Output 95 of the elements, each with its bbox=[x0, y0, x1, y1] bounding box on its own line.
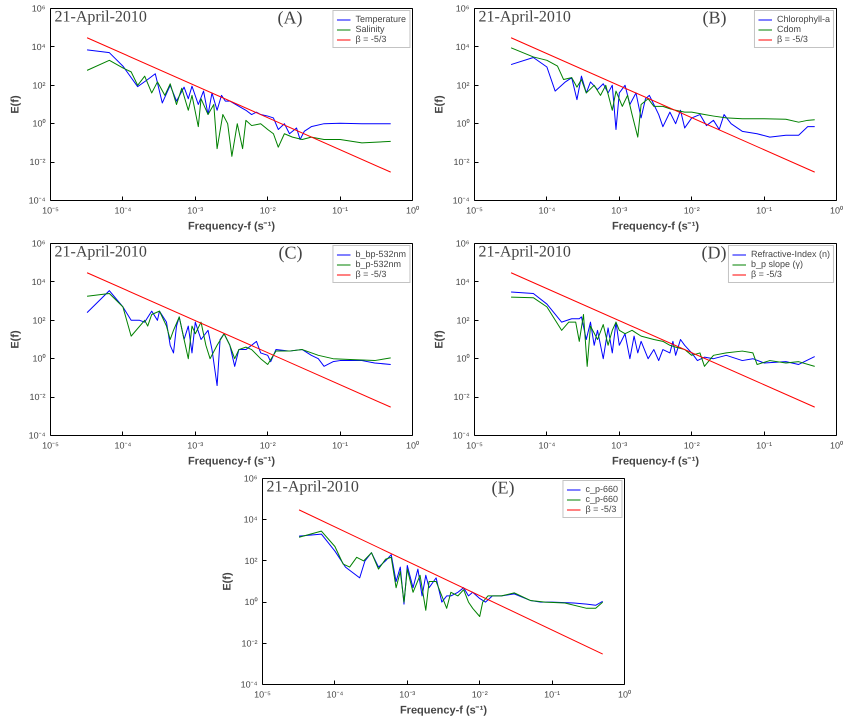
y-tick-label: 10⁻⁴ bbox=[452, 196, 470, 206]
annotation: 21-April-2010 bbox=[54, 244, 147, 260]
x-tick-label: 10⁻⁴ bbox=[114, 440, 132, 450]
legend-label: Refractive-Index (n) bbox=[750, 249, 830, 259]
y-tick-label: 10² bbox=[32, 80, 46, 90]
x-tick-label: 10⁻³ bbox=[187, 206, 204, 216]
y-tick-label: 10⁶ bbox=[456, 238, 470, 248]
legend-label: c_p-660 bbox=[585, 494, 618, 504]
x-tick-label: 10⁻¹ bbox=[756, 440, 772, 450]
legend-label: Cdom bbox=[776, 24, 801, 34]
y-tick-label: 10⁴ bbox=[456, 42, 470, 52]
y-tick-label: 10⁴ bbox=[244, 514, 258, 525]
legend-label: b_p slope (γ) bbox=[750, 259, 803, 269]
x-tick-label: 10⁻⁴ bbox=[538, 440, 556, 450]
y-tick-label: 10⁶ bbox=[32, 4, 46, 14]
x-tick-label: 10⁻³ bbox=[187, 440, 204, 450]
x-tick-label: 10⁻³ bbox=[611, 440, 628, 450]
x-tick-label: 10⁻⁵ bbox=[42, 206, 60, 216]
y-tick-label: 10⁻⁴ bbox=[28, 430, 46, 440]
annotation: 21-April-2010 bbox=[478, 8, 571, 26]
x-tick-label: 10⁻¹ bbox=[544, 690, 560, 700]
x-tick-label: 10⁻² bbox=[260, 206, 276, 216]
y-tick-label: 10⁴ bbox=[32, 276, 46, 287]
y-tick-label: 10⁻⁴ bbox=[452, 430, 470, 440]
y-tick-label: 10⁴ bbox=[456, 276, 470, 287]
y-tick-label: 10⁰ bbox=[456, 354, 470, 364]
y-tick-label: 10⁻² bbox=[29, 157, 46, 168]
y-tick-label: 10⁶ bbox=[32, 238, 46, 248]
x-tick-label: 10⁻⁴ bbox=[538, 206, 556, 216]
y-tick-label: 10⁰ bbox=[244, 597, 258, 608]
x-tick-label: 10⁻¹ bbox=[332, 440, 348, 450]
legend-label: Temperature bbox=[355, 14, 406, 24]
y-tick-label: 10² bbox=[456, 80, 470, 90]
x-tick-label: 10⁻⁵ bbox=[42, 440, 60, 450]
x-tick-label: 10⁻⁵ bbox=[254, 690, 272, 700]
y-tick-label: 10⁻⁴ bbox=[240, 680, 258, 690]
y-tick-label: 10⁰ bbox=[32, 354, 46, 364]
x-tick-label: 10⁻⁴ bbox=[326, 690, 344, 700]
x-tick-label: 10⁰ bbox=[830, 206, 844, 216]
legend-label: b_p-532nm bbox=[355, 259, 401, 269]
x-tick-label: 10⁻³ bbox=[399, 690, 416, 700]
y-tick-label: 10² bbox=[32, 315, 46, 326]
x-tick-label: 10⁻⁵ bbox=[466, 206, 484, 216]
y-tick-label: 10² bbox=[456, 315, 470, 326]
y-tick-label: 10⁰ bbox=[32, 118, 46, 129]
annotation: 21-April-2010 bbox=[478, 244, 571, 260]
y-axis-title: E(f) bbox=[434, 95, 446, 114]
x-axis-title: Frequency-f (s⁻¹) bbox=[612, 220, 700, 232]
y-tick-label: 10⁶ bbox=[244, 474, 258, 484]
legend-label: β = -5/3 bbox=[355, 34, 386, 44]
y-tick-label: 10⁶ bbox=[456, 4, 470, 14]
x-tick-label: 10⁻² bbox=[684, 440, 700, 450]
annotation: 21-April-2010 bbox=[54, 8, 147, 26]
legend-label: β = -5/3 bbox=[585, 504, 616, 514]
y-tick-label: 10² bbox=[244, 556, 258, 566]
legend-label: b_bp-532nm bbox=[355, 249, 406, 259]
x-axis-title: Frequency-f (s⁻¹) bbox=[188, 456, 276, 468]
legend-label: β = -5/3 bbox=[750, 269, 782, 279]
y-tick-label: 10⁰ bbox=[456, 118, 470, 129]
x-tick-label: 10⁻² bbox=[472, 690, 488, 700]
legend-label: β = -5/3 bbox=[776, 34, 808, 44]
legend-label: β = -5/3 bbox=[355, 269, 386, 279]
x-tick-label: 10⁻² bbox=[684, 206, 700, 216]
y-tick-label: 10⁴ bbox=[32, 42, 46, 52]
legend-label: Salinity bbox=[355, 24, 384, 34]
y-tick-label: 10⁻² bbox=[29, 392, 46, 402]
y-axis-title: E(f) bbox=[222, 572, 234, 591]
x-tick-label: 10⁰ bbox=[618, 690, 632, 700]
x-tick-label: 10⁻² bbox=[260, 440, 276, 450]
annotation: (D) bbox=[702, 242, 727, 262]
x-tick-label: 10⁻³ bbox=[611, 206, 628, 216]
y-axis-title: E(f) bbox=[10, 330, 22, 349]
annotation: 21-April-2010 bbox=[266, 478, 359, 496]
legend-label: Chlorophyll-a bbox=[776, 14, 830, 24]
y-tick-label: 10⁻² bbox=[241, 638, 258, 648]
y-tick-label: 10⁻² bbox=[453, 157, 470, 168]
x-tick-label: 10⁻⁵ bbox=[466, 440, 484, 450]
legend-label: c_p-660 bbox=[585, 484, 618, 494]
annotation: (E) bbox=[492, 478, 515, 498]
y-axis-title: E(f) bbox=[10, 95, 22, 114]
x-tick-label: 10⁰ bbox=[830, 440, 844, 450]
x-tick-label: 10⁻⁴ bbox=[114, 206, 132, 216]
y-axis-title: E(f) bbox=[434, 330, 446, 349]
annotation: (A) bbox=[278, 8, 303, 28]
x-tick-label: 10⁻¹ bbox=[332, 206, 348, 216]
annotation: (B) bbox=[702, 8, 727, 28]
y-tick-label: 10⁻⁴ bbox=[28, 196, 46, 206]
annotation: (C) bbox=[278, 242, 303, 262]
y-tick-label: 10⁻² bbox=[453, 392, 470, 402]
x-tick-label: 10⁰ bbox=[406, 440, 420, 450]
x-axis-title: Frequency-f (s⁻¹) bbox=[188, 220, 276, 232]
x-axis-title: Frequency-f (s⁻¹) bbox=[612, 456, 700, 468]
x-tick-label: 10⁻¹ bbox=[756, 206, 772, 216]
x-tick-label: 10⁰ bbox=[406, 206, 420, 216]
x-axis-title: Frequency-f (s⁻¹) bbox=[400, 704, 488, 716]
